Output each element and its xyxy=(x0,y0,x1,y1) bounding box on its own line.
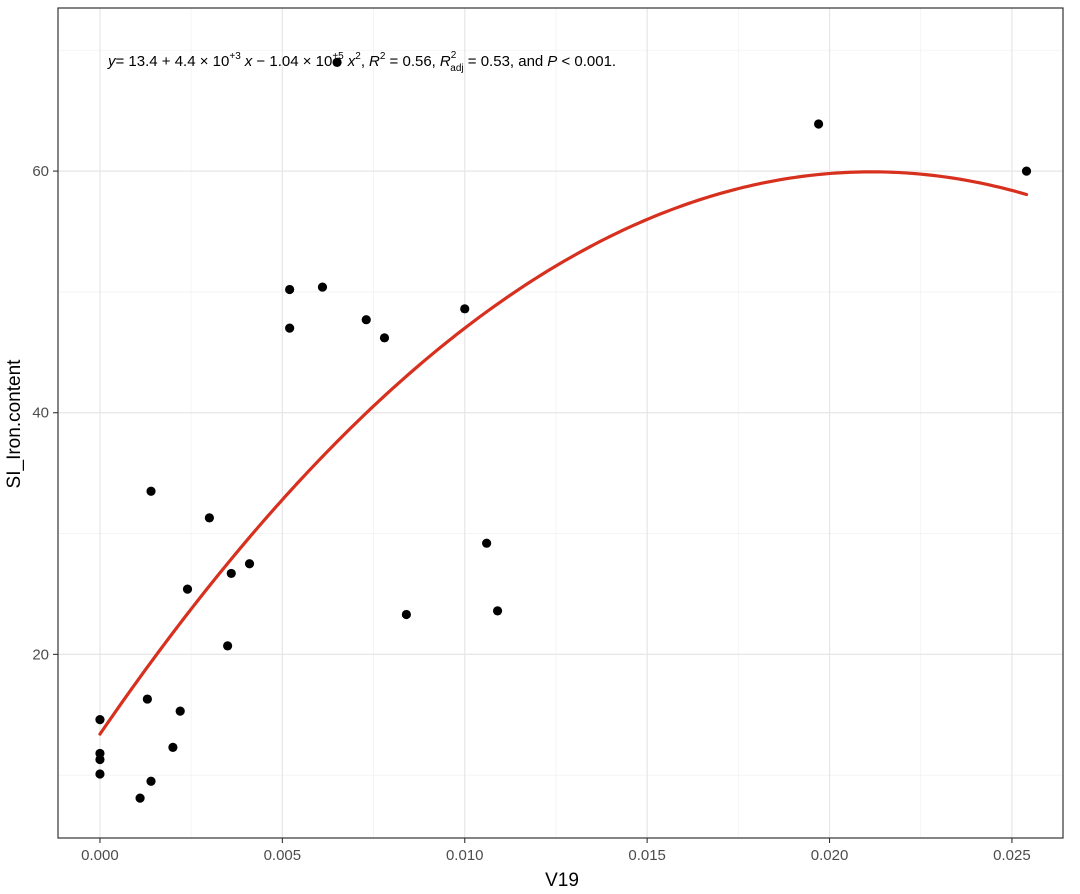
annot-Radjsub: adj xyxy=(450,63,463,74)
data-point xyxy=(226,568,236,579)
grid-minor xyxy=(58,8,1063,838)
data-point xyxy=(379,333,390,343)
fit-curve xyxy=(98,170,1029,736)
x-tick-label: 0.010 xyxy=(446,847,484,864)
annot-Radjsup: 2 xyxy=(451,50,457,61)
annot-eq: = 13.4 + 4.4 × 10 xyxy=(116,53,230,70)
annot-exp1: +3 xyxy=(229,51,241,62)
panel-border xyxy=(57,7,1064,839)
annot-r2val: = 0.56, xyxy=(385,53,435,70)
annot-pval: < 0.001. xyxy=(557,53,616,70)
data-point xyxy=(317,282,328,292)
data-point xyxy=(135,793,145,803)
annot-P: P xyxy=(547,53,557,70)
annot-mid: − 1.04 × 10 xyxy=(252,53,332,70)
y-tick-label: 60 xyxy=(32,163,49,180)
data-point xyxy=(460,304,470,314)
data-point xyxy=(95,754,105,765)
fit-layer xyxy=(98,170,1029,736)
data-point xyxy=(401,609,411,620)
data-point xyxy=(223,641,233,651)
annot-comma1: , xyxy=(361,53,365,70)
data-point xyxy=(95,769,105,779)
data-point xyxy=(244,559,255,569)
x-tick-label: 0.020 xyxy=(811,847,849,864)
x-tick-label: 0.005 xyxy=(264,847,302,864)
annot-R: R xyxy=(369,53,380,70)
data-point xyxy=(332,57,342,67)
x-axis-title: V19 xyxy=(545,870,579,891)
y-axis-ticks: 20 40 60 xyxy=(32,163,58,663)
data-point xyxy=(146,776,156,786)
y-tick-label: 40 xyxy=(32,405,49,422)
annot-x1: x xyxy=(244,53,253,70)
x-tick-label: 0.025 xyxy=(993,847,1031,864)
grid-major xyxy=(58,8,1063,838)
y-tick-label: 20 xyxy=(32,646,49,663)
x-axis-ticks: 0.000 0.005 0.010 0.015 0.020 0.025 xyxy=(81,838,1031,864)
data-point xyxy=(285,284,295,295)
annot-exp2: +5 xyxy=(332,51,344,62)
data-point xyxy=(204,513,214,523)
annot-y: y xyxy=(107,53,117,70)
annot-radjval: = 0.53, and xyxy=(464,53,544,70)
data-point xyxy=(492,606,503,616)
y-axis-title: SI_Iron.content xyxy=(4,359,25,489)
x-tick-label: 0.015 xyxy=(628,847,666,864)
data-point xyxy=(146,486,156,496)
annot-x2: x xyxy=(347,53,356,70)
data-point xyxy=(1021,166,1032,176)
data-point xyxy=(95,715,105,725)
data-point xyxy=(142,694,152,704)
annot-R2sup: 2 xyxy=(380,51,386,62)
x-tick-label: 0.000 xyxy=(81,847,119,864)
annot-sq: 2 xyxy=(355,51,361,62)
data-point xyxy=(361,315,371,325)
data-point xyxy=(175,706,185,716)
data-point xyxy=(168,742,178,752)
points-layer xyxy=(95,57,1032,803)
data-point xyxy=(482,538,492,548)
data-point xyxy=(813,119,824,129)
annot-Radj: R xyxy=(440,53,451,70)
data-point xyxy=(182,584,193,594)
regression-annotation: y= 13.4 + 4.4 × 10+3 x − 1.04 × 10+5 x2, R2… xyxy=(107,50,616,74)
data-point xyxy=(285,323,295,333)
